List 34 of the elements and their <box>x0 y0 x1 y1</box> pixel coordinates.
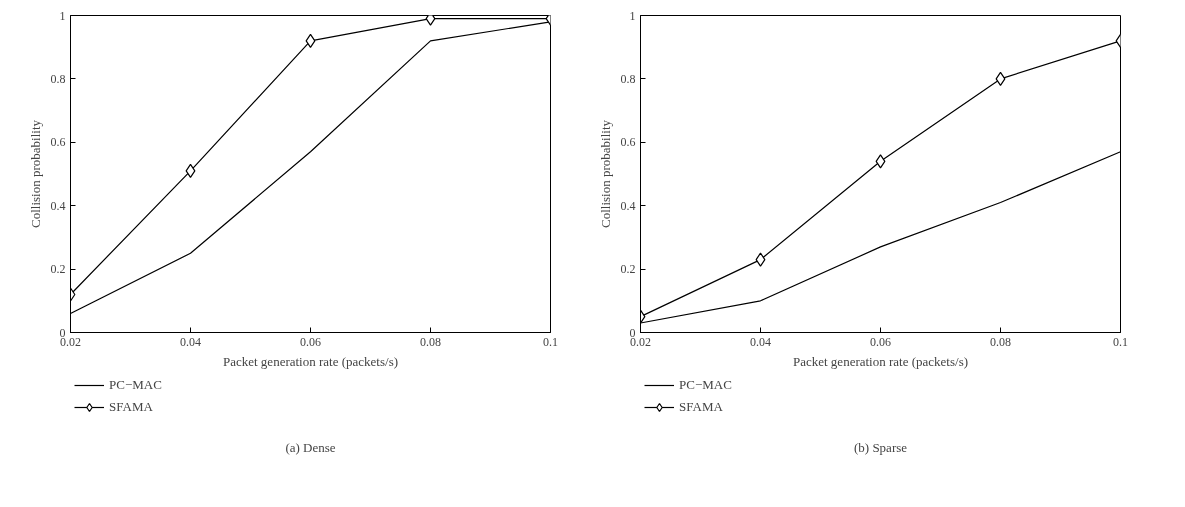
x-axis-title: Packet generation rate (packets/s) <box>792 353 969 369</box>
point <box>995 71 1006 86</box>
y-tick-label: 1 <box>629 8 636 23</box>
point <box>185 163 196 178</box>
y-tick-label: 0.6 <box>620 135 636 150</box>
point <box>425 15 436 26</box>
x-axis-title: Packet generation rate (packets/s) <box>222 353 399 369</box>
point <box>305 33 316 48</box>
x-tick-label: 0.04 <box>750 334 771 349</box>
y-tick-label: 0.2 <box>620 262 636 277</box>
x-tick-label: 0.04 <box>180 334 201 349</box>
y-tick-label: 0.4 <box>50 198 66 213</box>
legend-label: SFAMA <box>109 399 153 415</box>
y-tick-label: 0.2 <box>50 262 66 277</box>
text: (a) Dense <box>285 439 336 455</box>
y-tick-label: 0.6 <box>50 135 66 150</box>
legend-label: SFAMA <box>679 399 723 415</box>
y-tick-label: 0.8 <box>50 71 66 86</box>
y-tick-label: 0.4 <box>620 198 636 213</box>
point <box>875 154 886 169</box>
legend-label: PC−MAC <box>109 377 162 393</box>
x-tick-label: 0.06 <box>870 334 891 349</box>
x-tick-label: 0.08 <box>990 334 1011 349</box>
y-tick-label: 1 <box>59 8 66 23</box>
x-tick-label: 0.1 <box>543 334 558 349</box>
y-axis-title: Collision probability <box>27 119 43 228</box>
x-tick-label: 0.06 <box>300 334 321 349</box>
point <box>755 252 766 267</box>
x-tick-label: 0.08 <box>420 334 441 349</box>
y-tick-label: 0.8 <box>620 71 636 86</box>
y-axis-title: Collision probability <box>597 119 613 228</box>
text: (b) Sparse <box>853 439 908 455</box>
x-tick-label: 0.1 <box>1113 334 1128 349</box>
legend-label: PC−MAC <box>679 377 732 393</box>
